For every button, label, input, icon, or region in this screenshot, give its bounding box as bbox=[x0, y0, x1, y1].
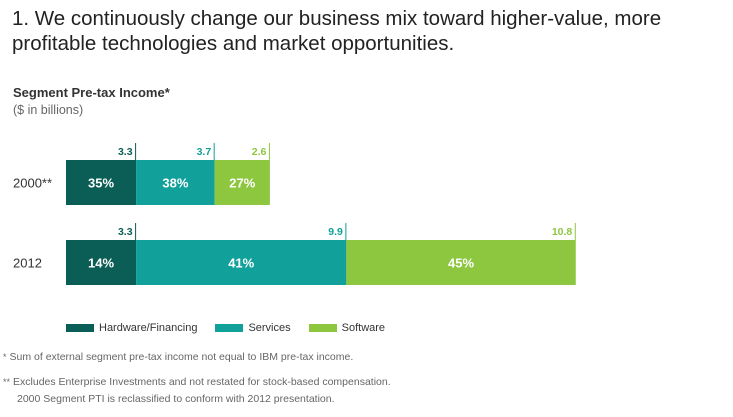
chart-legend: Hardware/Financing Services Software bbox=[66, 320, 403, 336]
percent-label-1-1: 41% bbox=[228, 256, 254, 271]
value-label-0-1: 3.7 bbox=[197, 146, 212, 158]
legend-swatch-services bbox=[215, 324, 244, 332]
bar-segment-0-0 bbox=[66, 160, 137, 205]
value-label-0-2: 2.6 bbox=[252, 146, 267, 158]
footnote-2: ** Excludes Enterprise Investments and no… bbox=[3, 375, 391, 390]
footnote-2-mark: ** bbox=[3, 377, 11, 387]
chart-subtitle: ($ in billions) bbox=[13, 103, 84, 117]
footnote-2-text-line2: 2000 Segment PTI is reclassified to conf… bbox=[17, 393, 335, 405]
footnote-2-continued: 2000 Segment PTI is reclassified to conf… bbox=[3, 392, 335, 407]
chart-title: Segment Pre-tax Income* bbox=[13, 85, 170, 100]
bar-segment-0-2 bbox=[214, 160, 270, 205]
footnote-1-mark: * bbox=[3, 352, 7, 362]
headline: 1. We continuously change our business m… bbox=[12, 7, 662, 55]
percent-label-1-2: 45% bbox=[448, 256, 474, 271]
percent-label-0-1: 38% bbox=[162, 176, 188, 191]
percent-label-0-0: 35% bbox=[88, 176, 114, 191]
percent-label-0-2: 27% bbox=[229, 176, 255, 191]
legend-item-services: Services bbox=[215, 322, 291, 334]
legend-label-hardware: Hardware/Financing bbox=[99, 322, 198, 334]
category-label-1: 2012 bbox=[13, 256, 42, 271]
bar-segment-1-2 bbox=[346, 240, 576, 285]
legend-swatch-software bbox=[308, 324, 337, 332]
legend-swatch-hardware bbox=[66, 324, 94, 332]
value-label-0-0: 3.3 bbox=[118, 146, 133, 158]
bar-segment-1-1 bbox=[136, 240, 347, 285]
legend-item-hardware: Hardware/Financing bbox=[66, 322, 197, 334]
category-label-0: 2000** bbox=[13, 176, 52, 191]
bar-segment-1-0 bbox=[66, 240, 137, 285]
stacked-bar-chart: 2000** 35% 3.3 38% 3.7 27% 2.6 2012 14% 3.3 41% 9.9… bbox=[13, 143, 576, 285]
value-label-1-2: 10.8 bbox=[552, 226, 573, 238]
legend-label-services: Services bbox=[248, 322, 291, 334]
legend-item-software: Software bbox=[308, 322, 386, 334]
percent-label-1-0: 14% bbox=[88, 256, 114, 271]
footnote-1: * Sum of external segment pre-tax income … bbox=[3, 350, 353, 365]
legend-label-software: Software bbox=[341, 322, 386, 334]
value-label-1-0: 3.3 bbox=[118, 226, 133, 238]
value-label-1-1: 9.9 bbox=[328, 226, 343, 238]
footnote-2-text-line1: Excludes Enterprise Investments and not … bbox=[13, 376, 391, 388]
bar-segment-0-1 bbox=[136, 160, 215, 205]
footnote-1-text: Sum of external segment pre-tax income n… bbox=[9, 351, 354, 363]
